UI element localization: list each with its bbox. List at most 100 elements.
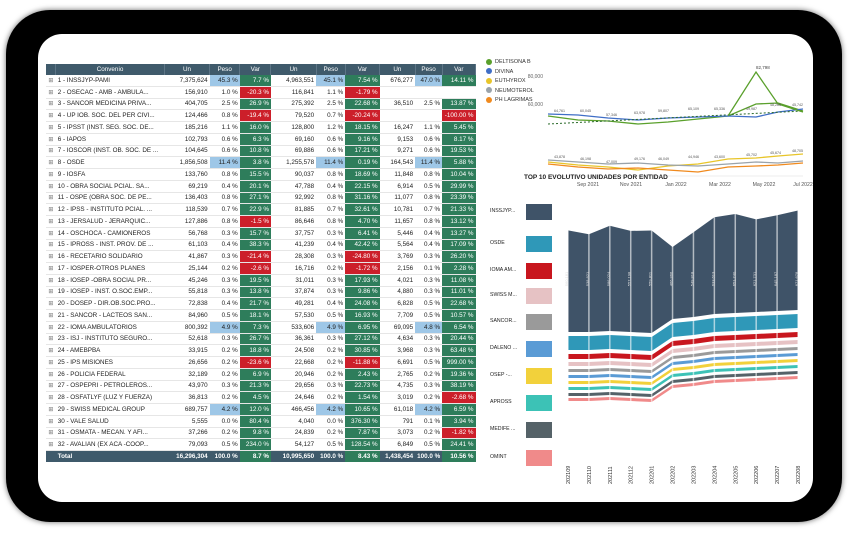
ribbon-legend-swatch[interactable] [526,422,552,438]
table-row[interactable]: ⊞ 9 - IOSFA 133,760 0.8 % 15.5 % 90,037 0.8 % 1… [46,168,476,181]
table-row[interactable]: ⊞ 5 - IPSST (INST. SEG. SOC. DE... 185,216… [46,121,476,134]
ribbon-band-sancor[interactable] [568,347,798,373]
col-header-peso-2[interactable]: Peso [316,64,346,75]
expand-row-icon[interactable]: ⊞ [46,203,56,216]
table-row[interactable]: ⊞ 4 - UP IOB. SOC. DEL PER CIVI... 124,466… [46,109,476,122]
expand-row-icon[interactable]: ⊞ [46,227,56,240]
expand-row-icon[interactable]: ⊞ [46,86,56,99]
expand-row-icon[interactable]: ⊞ [46,168,56,181]
ribbon-legend-swatch[interactable] [526,236,552,252]
table-row[interactable]: ⊞ 8 - OSDE 1,856,508 11.4 % 3.8 % 1,255,578 11… [46,156,476,169]
expand-row-icon[interactable]: ⊞ [46,192,56,205]
expand-row-icon[interactable]: ⊞ [46,427,56,440]
series-line[interactable] [547,159,804,167]
expand-row-icon[interactable]: ⊞ [46,215,56,228]
table-row[interactable]: ⊞ 6 - IAPOS 102,793 0.6 % 6.3 % 69,160 0.6 % 9.… [46,133,476,146]
expand-row-icon[interactable]: ⊞ [46,415,56,428]
table-row[interactable]: ⊞ 24 - AMEBPBA 33,915 0.2 % 18.8 % 24,508 0.2 … [46,344,476,357]
expand-row-icon[interactable]: ⊞ [46,344,56,357]
col-header-un-1[interactable]: Un [164,64,211,75]
ribbon-band-osde[interactable] [568,314,798,351]
col-header-un-3[interactable]: Un [379,64,416,75]
expand-row-icon[interactable]: ⊞ [46,109,56,122]
ribbon-band-inssjyp[interactable] [568,210,798,333]
table-row[interactable]: ⊞ 2 - OSECAC - AMB - AMBULA... 156,910 1.0 … [46,86,476,99]
ribbon-legend-swatch[interactable] [526,204,552,220]
expand-row-icon[interactable]: ⊞ [46,438,56,451]
expand-row-icon[interactable]: ⊞ [46,368,56,381]
ribbon-legend-swatch[interactable] [526,368,552,384]
ribbon-legend-swatch[interactable] [526,395,552,411]
table-row[interactable]: ⊞ 1 - INSSJYP-PAMI 7,375,624 45.3 % 7.7 % 4,9… [46,75,476,87]
expand-row-icon[interactable]: ⊞ [46,356,56,369]
expand-row-icon[interactable]: ⊞ [46,75,56,87]
table-row[interactable]: ⊞ 25 - IPS MISIONES 26,656 0.2 % -23.6 % 22,6… [46,356,476,369]
table-row[interactable]: ⊞ 27 - OSPEPRI - PETROLEROS... 43,970 0.3 %… [46,380,476,393]
series-line[interactable] [547,162,804,173]
table-row[interactable]: ⊞ 13 - JERSALUD - JERARQUIC... 127,886 0.8 … [46,215,476,228]
col-header-var-2[interactable]: Var [345,64,381,75]
expand-row-icon[interactable]: ⊞ [46,121,56,134]
ribbon-band-osep[interactable] [568,359,798,385]
ribbon-band-apross[interactable] [568,365,798,391]
expand-row-icon[interactable]: ⊞ [46,180,56,193]
ribbon-legend-swatch[interactable] [526,263,552,279]
col-header-un-2[interactable]: Un [270,64,317,75]
ribbon-legend-swatch[interactable] [526,450,552,466]
table-row[interactable]: ⊞ 28 - OSFATLYF (LUZ Y FUERZA) 36,813 0.2 %… [46,391,476,404]
expand-row-icon[interactable]: ⊞ [46,321,56,334]
legend-item[interactable]: NEUMOTEROL [486,87,534,97]
expand-row-icon[interactable]: ⊞ [46,286,56,299]
table-row[interactable]: ⊞ 18 - IOSEP -OBRA SOCIAL PR... 45,246 0.3 … [46,274,476,287]
table-row[interactable]: ⊞ 32 - AVALIAN (EX ACA -COOP... 79,093 0.5 … [46,438,476,451]
table-row[interactable]: ⊞ 10 - OBRA SOCIAL PCIAL. SA... 69,219 0.4 … [46,180,476,193]
col-header-peso-1[interactable]: Peso [209,64,241,75]
table-row[interactable]: ⊞ 31 - OSMATA - MECAN. Y AFI... 37,266 0.2 … [46,427,476,440]
expand-row-icon[interactable]: ⊞ [46,297,56,310]
ribbon-legend-swatch[interactable] [526,288,552,304]
col-header-var-3[interactable]: Var [442,64,477,75]
ribbon-band-ioma[interactable] [568,332,798,360]
table-row[interactable]: ⊞ 7 - IOSCOR (INST. OB. SOC. DE ... 104,64… [46,145,476,158]
col-header-var-1[interactable]: Var [239,64,272,75]
ribbon-legend-swatch[interactable] [526,341,552,357]
expand-row-icon[interactable]: ⊞ [46,309,56,322]
table-row[interactable]: ⊞ 19 - IOSEP - INST. O.SOC.EMP... 55,818 0.… [46,286,476,299]
table-row[interactable]: ⊞ 22 - IOMA AMBULATORIOS 800,392 4.9 % 7.3 %… [46,321,476,334]
table-row[interactable]: ⊞ 23 - ISJ - INSTITUTO SEGURO... 52,618 0.3… [46,333,476,346]
expand-row-icon[interactable]: ⊞ [46,274,56,287]
ribbon-band-omint[interactable] [568,376,798,402]
ribbon-band-daleno[interactable] [568,353,798,379]
table-row[interactable]: ⊞ 20 - DOSEP - DIR.OB.SOC.PRO... 72,838 0.4… [46,297,476,310]
table-row[interactable]: ⊞ 30 - VALE SALUD 5,555 0.0 % 80.4 % 4,040 0.0… [46,415,476,428]
expand-row-icon[interactable]: ⊞ [46,391,56,404]
series-line[interactable] [547,102,804,125]
table-row[interactable]: ⊞ 16 - RECETARIO SOLIDARIO 41,867 0.3 % -21.… [46,250,476,263]
ribbon-legend-swatch[interactable] [526,314,552,330]
table-row[interactable]: ⊞ 26 - POLICIA FEDERAL 32,189 0.2 % 6.9 % 20,… [46,368,476,381]
series-line[interactable] [547,108,804,121]
expand-row-icon[interactable]: ⊞ [46,403,56,416]
expand-row-icon[interactable]: ⊞ [46,380,56,393]
expand-row-icon[interactable]: ⊞ [46,262,56,275]
table-row[interactable]: ⊞ 29 - SWISS MEDICAL GROUP 689,757 4.2 % 12.… [46,403,476,416]
table-row[interactable]: ⊞ 17 - IOSPER-OTROS PLANES 25,144 0.2 % -2.6… [46,262,476,275]
col-header-convenio[interactable]: Convenio [55,64,165,75]
expand-row-icon[interactable]: ⊞ [46,156,56,169]
legend-item[interactable]: EUTHYROX [486,77,534,87]
expand-row-icon[interactable]: ⊞ [46,239,56,252]
legend-item[interactable]: DIVINA [486,68,534,78]
expand-row-icon[interactable]: ⊞ [46,98,56,111]
legend-item[interactable]: DELTISONA B [486,58,534,68]
expand-row-icon[interactable]: ⊞ [46,133,56,146]
ribbon-band-medife[interactable] [568,371,798,397]
expand-row-icon[interactable]: ⊞ [46,333,56,346]
table-row[interactable]: ⊞ 12 - IPSS - INSTITUTO PCIAL. ... 118,539… [46,203,476,216]
table-row[interactable]: ⊞ 14 - OSCHOCA - CAMIONEROS 56,768 0.3 % 15.… [46,227,476,240]
col-header-peso-3[interactable]: Peso [415,64,443,75]
legend-item[interactable]: PH LAGRIMAS [486,96,534,106]
table-row[interactable]: ⊞ 15 - IPROSS - INST. PROV. DE ... 61,103 0… [46,239,476,252]
ribbon-band-swiss[interactable] [568,340,798,367]
table-row[interactable]: ⊞ 3 - SANCOR MEDICINA PRIVA... 404,705 2.5 … [46,98,476,111]
table-row[interactable]: ⊞ 21 - SANCOR - LACTEOS SAN... 84,960 0.5 %… [46,309,476,322]
